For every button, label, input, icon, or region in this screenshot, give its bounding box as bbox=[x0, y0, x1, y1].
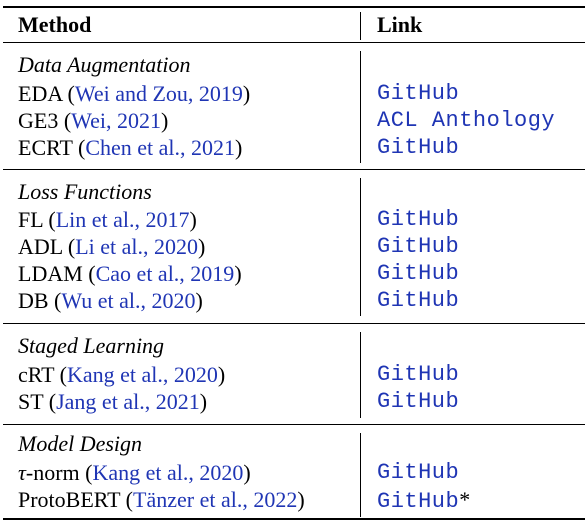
column-divider bbox=[360, 51, 361, 163]
method-paren: ) bbox=[217, 362, 226, 387]
method-name: ProtoBERT ( bbox=[18, 487, 134, 512]
tau-symbol: τ bbox=[18, 460, 26, 485]
group-title: Data Augmentation bbox=[18, 52, 191, 77]
github-link[interactable]: GitHub bbox=[377, 460, 460, 485]
citation-link[interactable]: Wei, 2021 bbox=[71, 108, 162, 133]
group-title: Model Design bbox=[18, 431, 143, 456]
method-name: cRT ( bbox=[18, 362, 67, 387]
method-row: DB (Wu et al., 2020) bbox=[18, 287, 203, 314]
github-link[interactable]: GitHub bbox=[377, 362, 460, 387]
method-paren: ) bbox=[161, 108, 169, 133]
method-name: ST ( bbox=[18, 389, 57, 414]
citation-link[interactable]: Li et al., 2020 bbox=[75, 234, 199, 259]
method-paren: ) bbox=[243, 460, 251, 485]
top-rule bbox=[3, 6, 585, 8]
method-row: cRT (Kang et al., 2020) bbox=[18, 361, 225, 388]
citation-link[interactable]: Jang et al., 2021 bbox=[56, 389, 200, 414]
github-link[interactable]: GitHub bbox=[377, 81, 460, 106]
github-link[interactable]: GitHub bbox=[377, 288, 460, 313]
method-paren: ) bbox=[234, 261, 242, 286]
github-link[interactable]: GitHub bbox=[377, 135, 460, 160]
method-row: ECRT (Chen et al., 2021) bbox=[18, 134, 242, 161]
column-divider bbox=[360, 178, 361, 316]
citation-link[interactable]: Kang et al., 2020 bbox=[92, 460, 244, 485]
column-divider bbox=[360, 12, 361, 40]
column-divider bbox=[360, 332, 361, 418]
header-link: Link bbox=[377, 12, 423, 37]
citation-link[interactable]: Kang et al., 2020 bbox=[66, 362, 218, 387]
method-paren: ) bbox=[235, 135, 243, 160]
footnote-asterisk: * bbox=[459, 487, 471, 512]
citation-link[interactable]: Tänzer et al., 2022 bbox=[133, 487, 298, 512]
github-link[interactable]: GitHub* bbox=[377, 486, 471, 515]
method-row: EDA (Wei and Zou, 2019) bbox=[18, 80, 250, 107]
header-method: Method bbox=[18, 12, 92, 37]
github-link[interactable]: GitHub bbox=[377, 389, 460, 414]
github-link[interactable]: GitHub bbox=[377, 234, 460, 259]
method-name: DB ( bbox=[18, 288, 62, 313]
method-name: ADL ( bbox=[18, 234, 76, 259]
method-row: ProtoBERT (Tänzer et al., 2022) bbox=[18, 486, 305, 513]
citation-link[interactable]: Wu et al., 2020 bbox=[61, 288, 196, 313]
group-rule bbox=[3, 169, 585, 170]
github-link-label[interactable]: GitHub bbox=[377, 489, 460, 514]
github-link[interactable]: GitHub bbox=[377, 207, 460, 232]
citation-link[interactable]: Cao et al., 2019 bbox=[95, 261, 235, 286]
citation-link[interactable]: Wei and Zou, 2019 bbox=[74, 81, 243, 106]
group-rule bbox=[3, 424, 585, 425]
group-title: Loss Functions bbox=[18, 179, 152, 204]
method-row: GE3 (Wei, 2021) bbox=[18, 107, 168, 134]
citation-link[interactable]: Lin et al., 2017 bbox=[55, 207, 190, 232]
acl-anthology-link[interactable]: ACL Anthology bbox=[377, 108, 556, 133]
method-row: ADL (Li et al., 2020) bbox=[18, 233, 205, 260]
citation-link[interactable]: Chen et al., 2021 bbox=[85, 135, 236, 160]
method-paren: ) bbox=[198, 234, 206, 259]
method-name: EDA ( bbox=[18, 81, 75, 106]
method-name: GE3 ( bbox=[18, 108, 72, 133]
method-paren: ) bbox=[189, 207, 197, 232]
bottom-rule bbox=[3, 518, 585, 520]
header-rule bbox=[3, 42, 585, 43]
method-row: FL (Lin et al., 2017) bbox=[18, 206, 197, 233]
group-rule bbox=[3, 323, 585, 324]
method-row: τ-norm (Kang et al., 2020) bbox=[18, 459, 251, 486]
method-paren: ) bbox=[199, 389, 208, 414]
method-paren: ) bbox=[242, 81, 251, 106]
method-row: ST (Jang et al., 2021) bbox=[18, 388, 207, 415]
method-row: LDAM (Cao et al., 2019) bbox=[18, 260, 242, 287]
github-link[interactable]: GitHub bbox=[377, 261, 460, 286]
column-divider bbox=[360, 433, 361, 517]
method-name: -norm ( bbox=[25, 460, 93, 485]
group-title: Staged Learning bbox=[18, 333, 165, 358]
method-paren: ) bbox=[195, 288, 203, 313]
method-paren: ) bbox=[297, 487, 305, 512]
method-name: ECRT ( bbox=[18, 135, 86, 160]
method-name: LDAM ( bbox=[18, 261, 96, 286]
method-name: FL ( bbox=[18, 207, 56, 232]
